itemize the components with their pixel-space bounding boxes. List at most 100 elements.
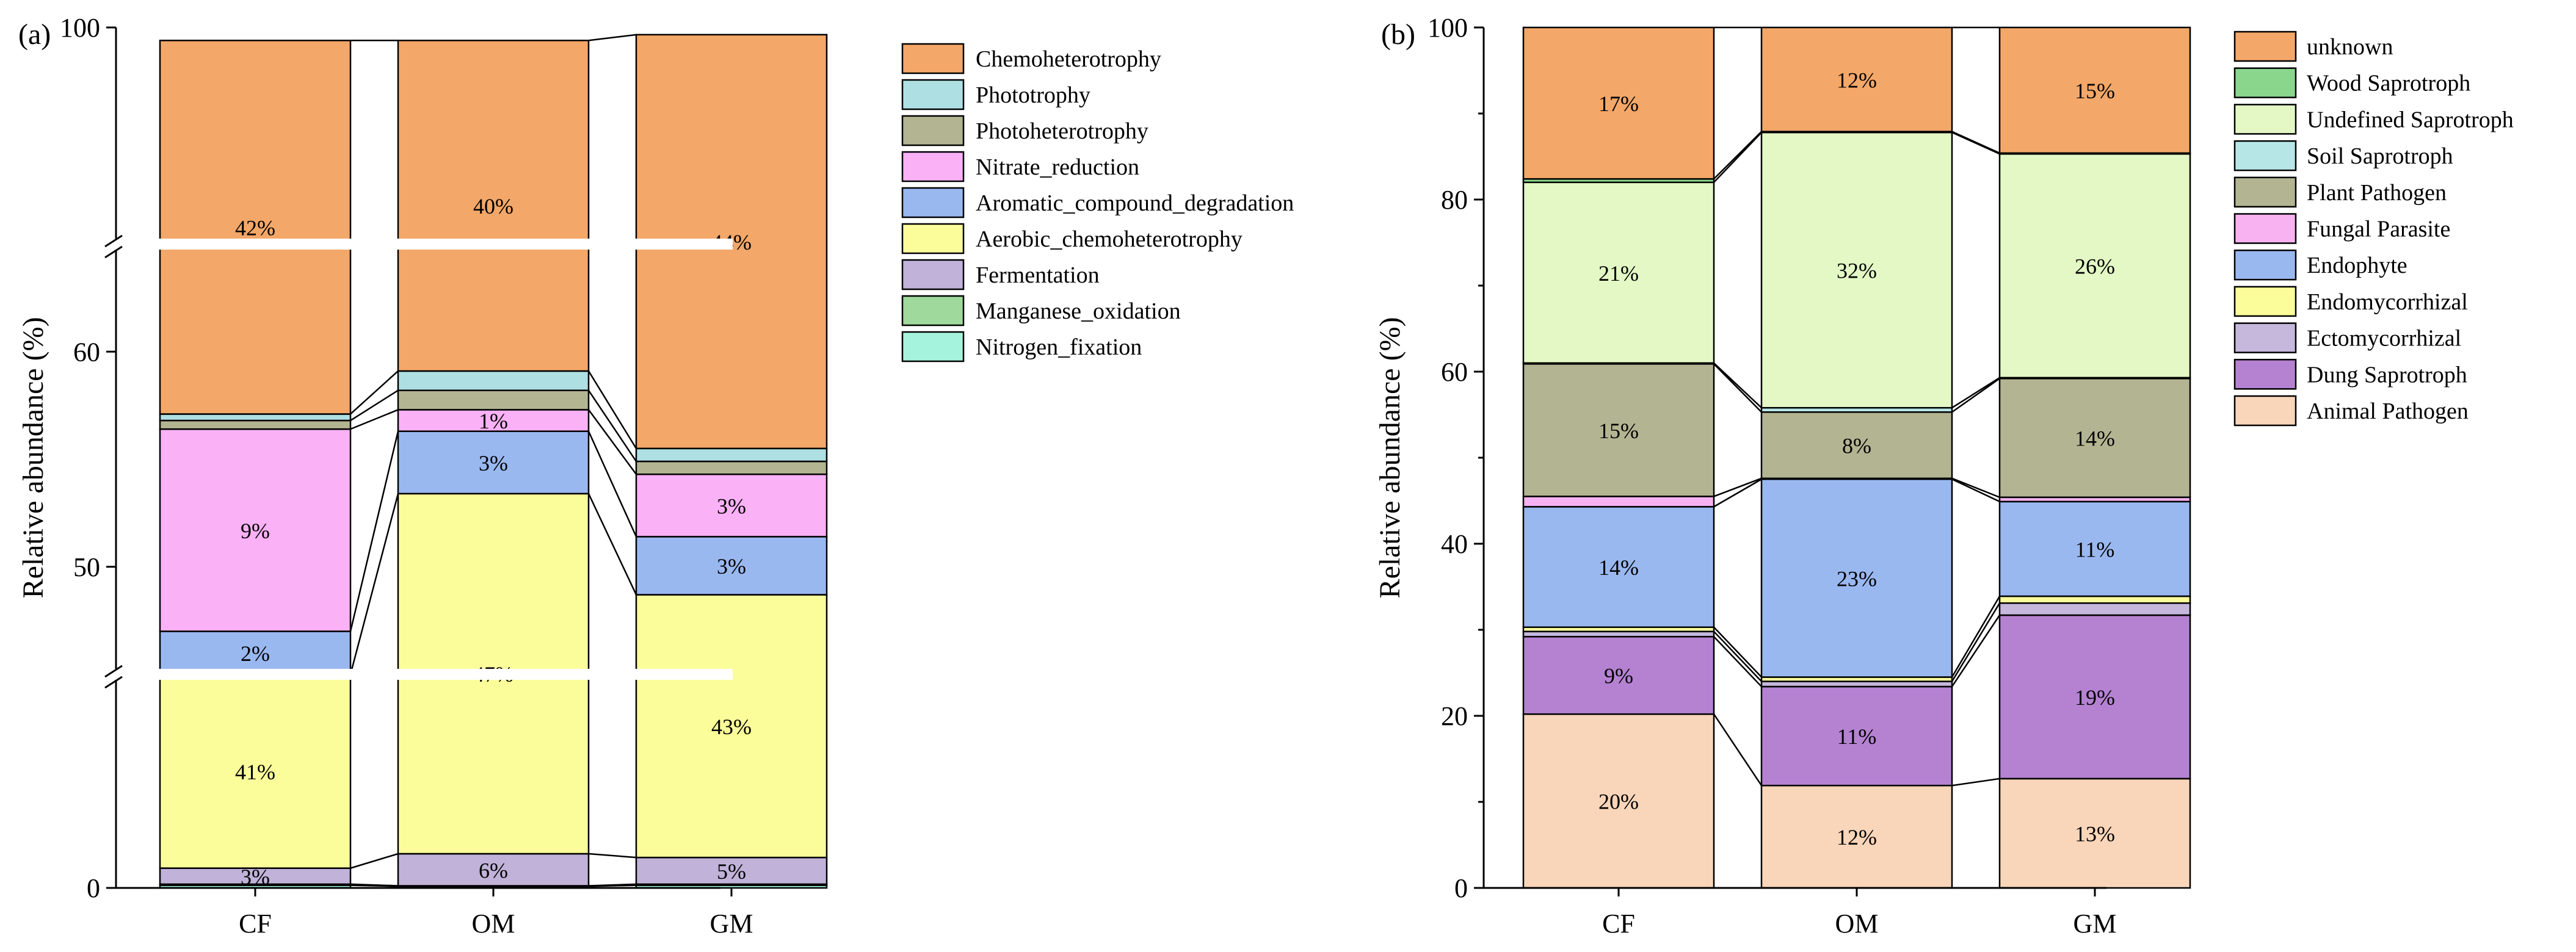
- value-label: 12%: [1837, 825, 1877, 849]
- legend-label: Fermentation: [976, 262, 1100, 288]
- connector-line: [350, 883, 399, 887]
- legend-label: Phototrophy: [976, 82, 1090, 108]
- value-label: 19%: [2075, 685, 2115, 710]
- x-tick-label: GM: [710, 909, 753, 939]
- y-tick-label: 0: [87, 873, 100, 903]
- legend-swatch: [901, 331, 965, 362]
- legend-swatch: [901, 295, 965, 326]
- bar-segment-aromatic-compound-degradation-gm: [635, 536, 828, 596]
- value-label: 3%: [717, 554, 746, 579]
- bar-segment-undefined-saprotroph-cf: [1522, 181, 1715, 364]
- bar-segment-photoheterotrophy-om: [397, 389, 590, 411]
- connector-line: [350, 409, 399, 430]
- connector-line: [1951, 378, 2000, 413]
- axis-break-mark: [104, 245, 123, 259]
- y-tick-label: 60: [73, 337, 100, 367]
- connector-line: [350, 370, 399, 415]
- bar-segment-nitrate-reduction-om: [397, 409, 590, 432]
- value-label: 32%: [1837, 259, 1877, 283]
- bar-segment-undefined-saprotroph-gm: [1998, 153, 2191, 379]
- connector-line: [1951, 477, 2000, 499]
- value-label: 42%: [235, 215, 275, 240]
- legend-swatch: [2233, 31, 2297, 62]
- bar-segment-ectomycorrhizal-gm: [1998, 602, 2191, 616]
- value-label: 40%: [473, 194, 513, 218]
- legend-label: unknown: [2307, 34, 2393, 60]
- connector-line: [1951, 602, 2001, 682]
- connector-line: [1713, 131, 1762, 180]
- legend-swatch: [901, 151, 965, 182]
- value-label: 8%: [1842, 434, 1871, 458]
- connector-line: [1951, 596, 2001, 678]
- legend-swatch: [2233, 67, 2297, 98]
- bar-segment-dung-saprotroph-gm: [1998, 614, 2191, 780]
- connector-line: [1713, 363, 1762, 413]
- x-tick-label: GM: [2073, 909, 2117, 939]
- connector-line: [1951, 131, 2000, 154]
- legend-swatch: [901, 223, 965, 254]
- legend-swatch: [2233, 104, 2297, 135]
- value-label: 11%: [1837, 724, 1877, 749]
- value-label: 3%: [717, 494, 746, 518]
- y-tick-label: 100: [60, 13, 100, 43]
- value-label: 26%: [2075, 254, 2115, 279]
- value-label: 21%: [1598, 261, 1639, 286]
- legend-label: Dung Saprotroph: [2307, 362, 2467, 388]
- connector-line: [1713, 636, 1762, 687]
- bar-segment-phototrophy-cf: [159, 413, 352, 422]
- y-tick-label: 0: [1454, 873, 1468, 903]
- bar-segment-endophyte-om: [1760, 478, 1953, 678]
- value-label: 3%: [241, 865, 270, 889]
- bar-segment-fungal-parasite-cf: [1522, 496, 1715, 508]
- connector-line: [1713, 630, 1762, 682]
- bar-segment-unknown-gm: [1998, 26, 2191, 154]
- bar-segment-unknown-cf: [1522, 26, 1715, 180]
- legend-label: Endophyte: [2307, 253, 2407, 278]
- legend-label: Animal Pathogen: [2307, 398, 2469, 424]
- connector-line: [588, 34, 637, 41]
- connector-line: [587, 431, 637, 537]
- panel-label: (b): [1381, 18, 1415, 51]
- legend-label: Chemoheterotrophy: [976, 46, 1161, 72]
- axis-break-mark: [104, 676, 123, 689]
- bar-segment-photoheterotrophy-cf: [159, 419, 352, 430]
- connector-line: [1713, 478, 1762, 508]
- panel-label: (a): [18, 18, 51, 51]
- y-tick-label: 50: [73, 552, 100, 582]
- value-label: 13%: [2075, 821, 2115, 846]
- bar-segment-dung-saprotroph-om: [1760, 685, 1953, 787]
- value-label: 1%: [479, 409, 508, 433]
- value-label: 9%: [241, 519, 270, 543]
- legend-swatch: [901, 259, 965, 290]
- value-label: 20%: [1598, 790, 1639, 814]
- value-label: 6%: [479, 858, 508, 882]
- connector-line: [1951, 131, 2000, 155]
- value-label: 43%: [711, 715, 752, 739]
- y-tick-label: 20: [1441, 701, 1468, 731]
- connector-line: [1951, 615, 2001, 687]
- bar-segment-nitrate-reduction-gm: [635, 473, 828, 538]
- legend-swatch: [2233, 322, 2297, 353]
- value-label: 12%: [1837, 68, 1877, 92]
- y-tick-label: 100: [1428, 13, 1468, 43]
- bar-segment-plant-pathogen-gm: [1998, 378, 2191, 499]
- bar-segment-phototrophy-om: [397, 370, 590, 391]
- bar-segment-chemoheterotrophy-om: [397, 40, 590, 372]
- connector-line: [350, 853, 399, 869]
- value-label: 14%: [1598, 555, 1639, 580]
- value-label: 41%: [235, 760, 275, 784]
- legend-swatch: [2233, 176, 2297, 208]
- x-tick-label: CF: [1602, 909, 1635, 939]
- connector-line: [1713, 362, 1762, 409]
- bar-segment-aerobic-chemoheterotrophy-gm: [635, 594, 828, 859]
- x-tick-label: OM: [1835, 909, 1879, 939]
- axis-break-gap: [92, 669, 733, 680]
- bar-segment-nitrate-reduction-cf: [159, 428, 352, 632]
- connector-line: [587, 390, 637, 462]
- connector-line: [588, 883, 637, 887]
- bar-segment-phototrophy-gm: [635, 447, 828, 463]
- y-axis-title: Relative abundance (%): [1374, 317, 1406, 598]
- legend-swatch: [901, 115, 965, 146]
- connector-line: [350, 389, 399, 422]
- x-tick-label: OM: [472, 909, 515, 939]
